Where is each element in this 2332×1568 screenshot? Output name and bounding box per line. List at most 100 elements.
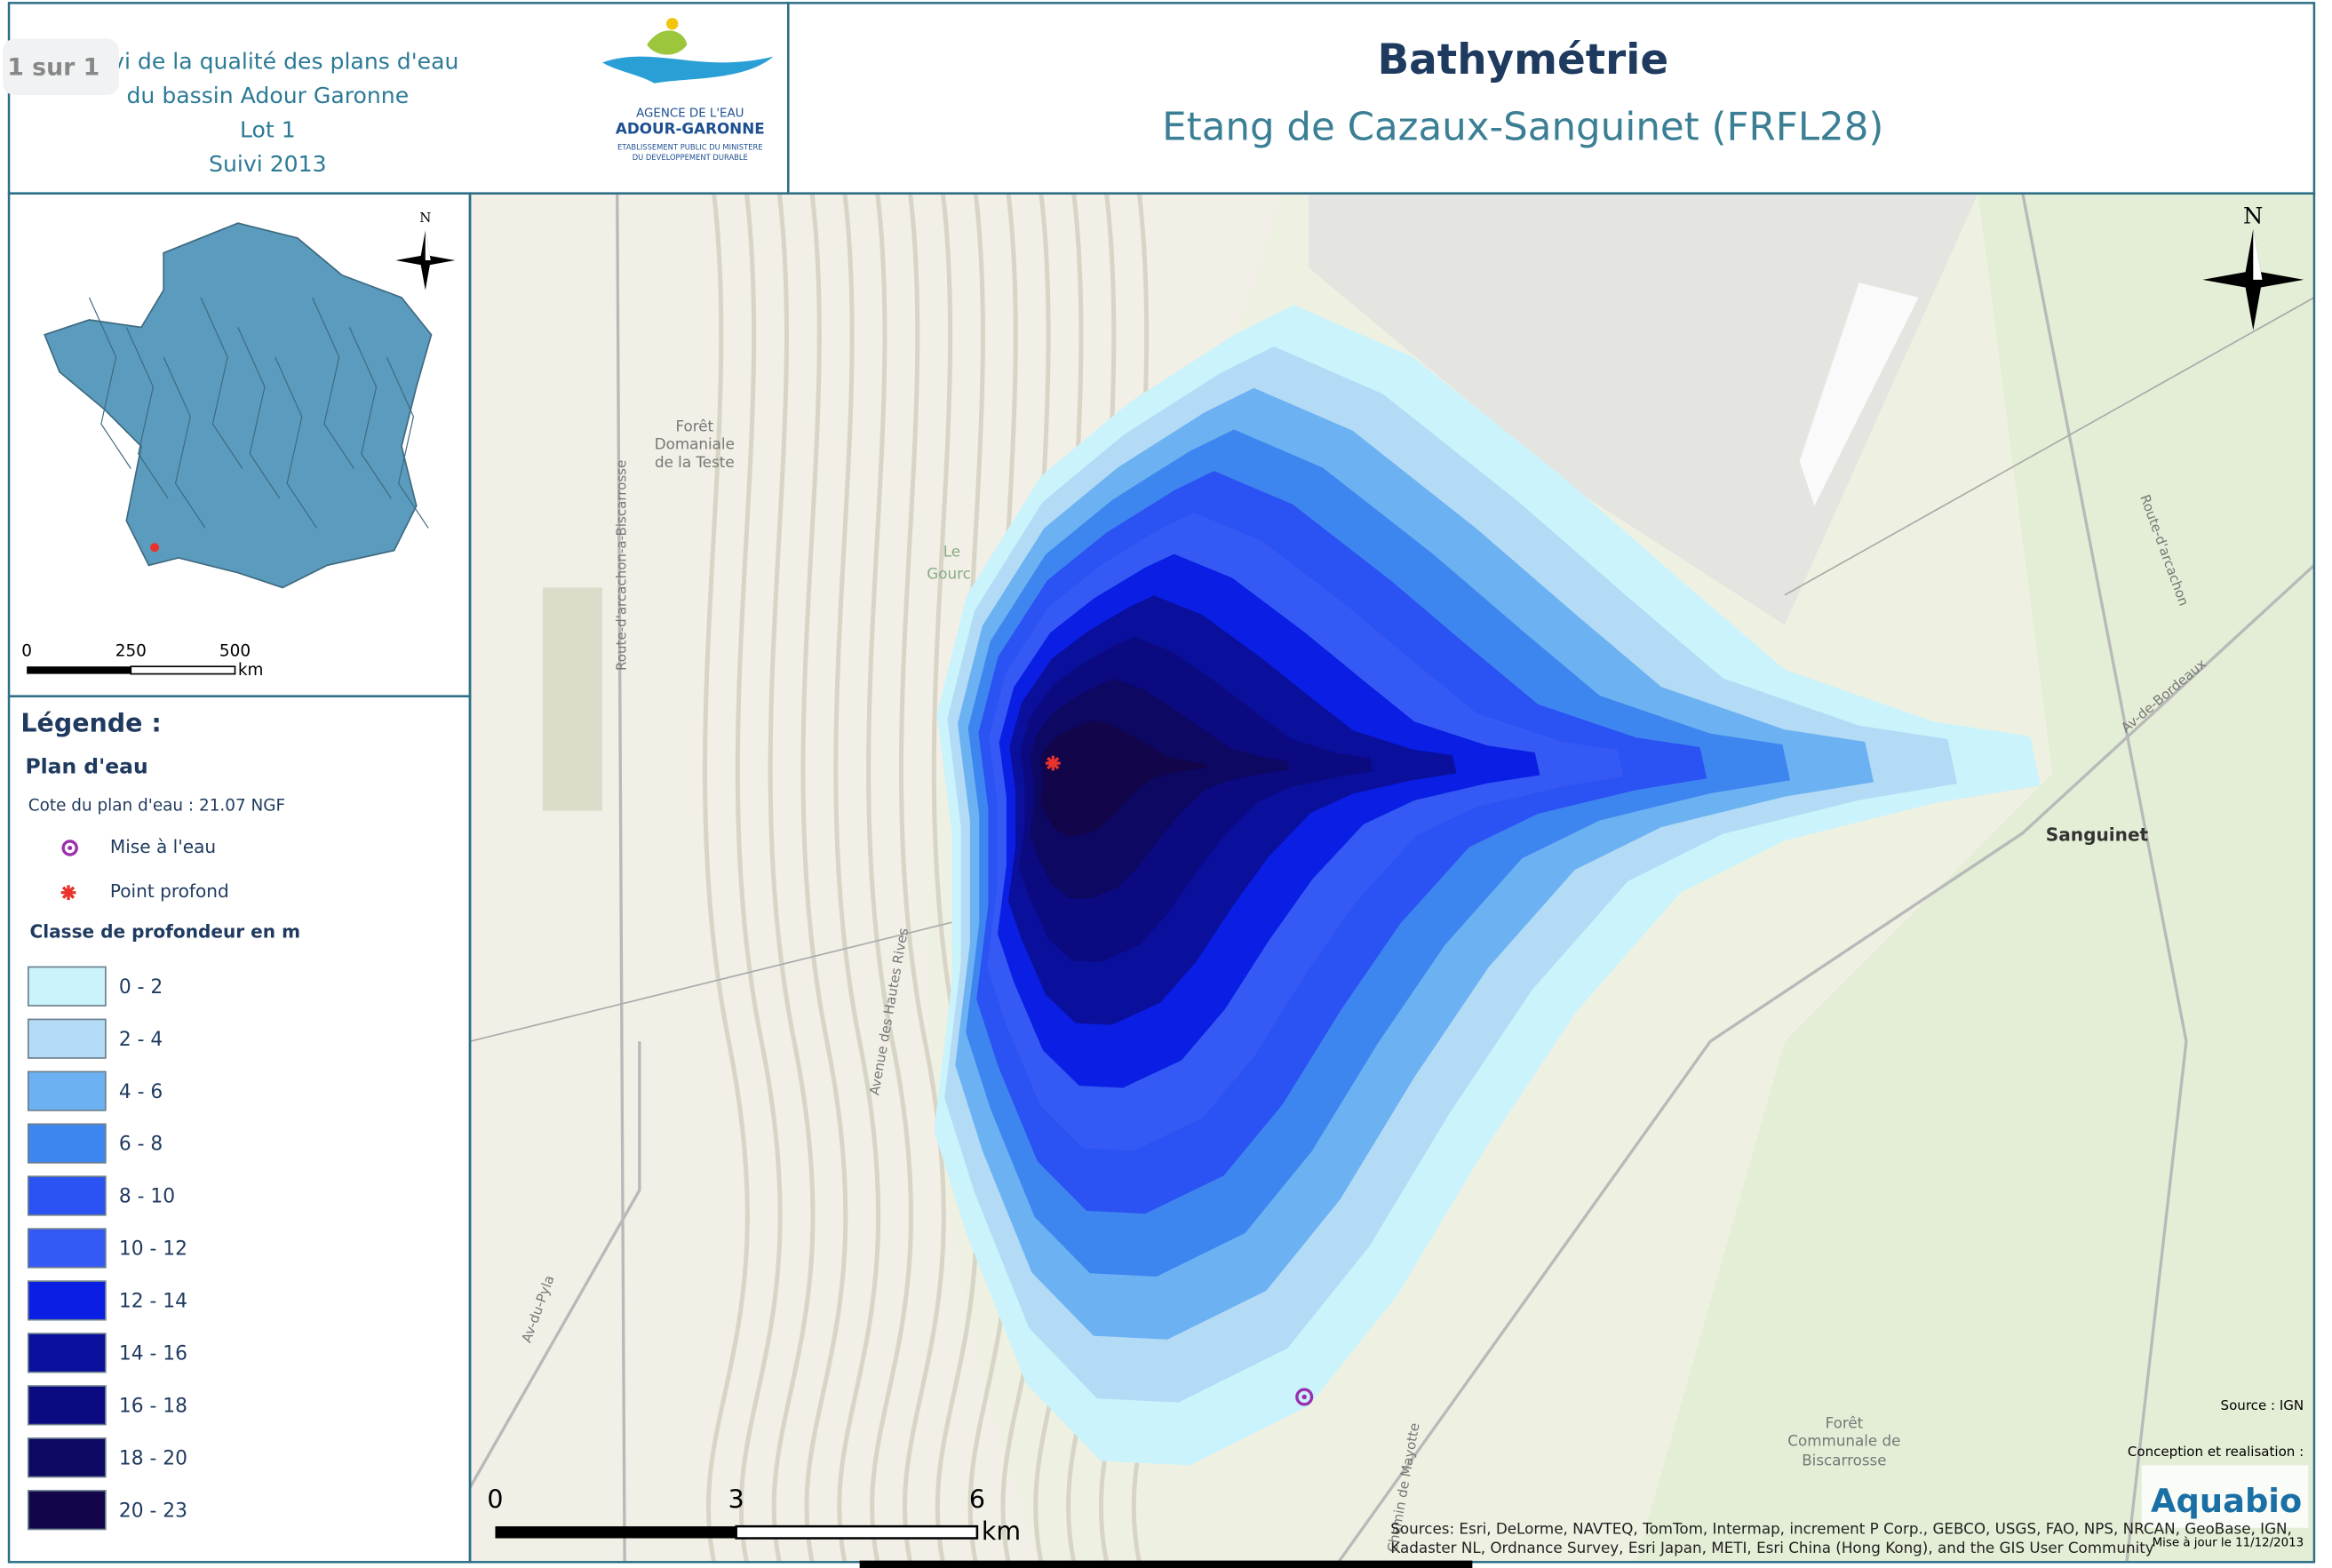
road: [2021, 193, 2188, 1563]
page-badge-bg: [3, 38, 119, 96]
dune-ridge: [735, 193, 783, 1563]
scale-label: 6: [969, 1485, 985, 1515]
header-line: Lot 1: [240, 116, 296, 142]
depth-zone: [1039, 720, 1206, 837]
legend-class-label: 20 - 23: [119, 1500, 187, 1522]
page-badge: 1 sur 1: [7, 54, 99, 82]
road: [1337, 564, 2314, 1563]
legend-swatch: [27, 966, 107, 1007]
inset-scale-black: [27, 666, 131, 674]
department-border: [200, 297, 243, 469]
page-subtitle: Etang de Cazaux-Sanguinet (FRFL28): [1162, 106, 1883, 150]
department-border: [312, 297, 354, 469]
place-label: Sanguinet: [2046, 824, 2149, 846]
legend-swatch: [27, 1123, 107, 1164]
legend-swatch: [27, 1385, 107, 1426]
brand-logo: Aquabio: [2151, 1482, 2302, 1520]
legend-class-label: 0 - 2: [119, 976, 163, 999]
legend-swatch: [27, 1228, 107, 1269]
legend-symbol: [61, 840, 78, 856]
legend-swatch: [27, 1071, 107, 1111]
department-border: [348, 327, 392, 499]
place-label: Forêt: [675, 418, 713, 435]
place-label: Gourc: [927, 564, 971, 582]
source-label: Source : IGN: [2221, 1397, 2304, 1413]
legend-class-label: 18 - 20: [119, 1447, 187, 1469]
scale-unit: km: [982, 1516, 1021, 1546]
dune-ridge: [833, 193, 881, 1563]
bottom-bar: [859, 1560, 1473, 1568]
department-border: [386, 356, 429, 529]
place-label: Le: [943, 542, 960, 560]
header-line: du bassin Adour Garonne: [127, 83, 410, 108]
legend-swatch: [27, 1437, 107, 1478]
place-label: Communale de: [1787, 1432, 1900, 1450]
brand-box: [2141, 1465, 2309, 1528]
legend-symbol: [61, 886, 76, 899]
department-border: [88, 297, 131, 469]
airfield: [1799, 283, 1919, 506]
road: [470, 1041, 641, 1489]
legend-class-label: 16 - 18: [119, 1395, 187, 1417]
credit-label: Conception et realisation :: [2128, 1444, 2304, 1460]
legend-symbol-label: Point profond: [110, 880, 229, 902]
mise-a-l-eau-marker-core: [1301, 1394, 1307, 1400]
legend-class-label: 6 - 8: [119, 1134, 163, 1156]
road: [470, 921, 952, 1043]
legend-class-label: 14 - 16: [119, 1343, 187, 1365]
updated-label: Mise à jour le 11/12/2013: [2153, 1536, 2304, 1550]
dune-ridge: [866, 193, 914, 1563]
department-border: [275, 356, 318, 529]
forest-clearing: [543, 587, 603, 811]
farmland: [1636, 193, 2314, 1563]
page-title: Bathymétrie: [1377, 36, 1668, 84]
dune-ridge: [800, 193, 848, 1563]
place-label: de la Teste: [655, 453, 735, 471]
logo-text: DU DEVELOPPEMENT DURABLE: [633, 153, 748, 162]
inset-north-arrow: [425, 230, 431, 261]
north-label: N: [419, 210, 431, 226]
header-line: Suivi de la qualité des plans d'eau: [76, 48, 458, 74]
legend-classes-title: Classe de profondeur en m: [29, 920, 300, 942]
legend-swatch: [27, 1280, 107, 1321]
scale-bar-black: [495, 1526, 736, 1539]
legend-symbol-label: Mise à l'eau: [110, 836, 216, 857]
legend-section: Plan d'eau: [25, 754, 147, 779]
dune-ridge: [702, 193, 750, 1563]
point-profond-marker: [1047, 756, 1060, 770]
department-border: [125, 327, 169, 499]
mise-a-l-eau-marker: [1295, 1388, 1314, 1406]
scale-label: 0: [487, 1485, 503, 1515]
road: [616, 193, 626, 1563]
map-layer: [470, 193, 2314, 1563]
legend-class-label: 12 - 14: [119, 1291, 187, 1313]
inset-scale-label: 0: [21, 641, 32, 660]
road: [1784, 297, 2314, 596]
lake-location: [150, 543, 160, 553]
legend-class-label: 4 - 6: [119, 1081, 163, 1103]
inset-scale-white: [130, 665, 236, 675]
urban-area: [1309, 193, 1978, 625]
legend-class-label: 10 - 12: [119, 1238, 187, 1261]
logo-text: AGENCE DE L'EAU: [636, 107, 744, 120]
scale-bar-white: [735, 1524, 979, 1540]
place-label: Route-d'arcachon-a-Biscarrosse: [613, 460, 629, 671]
logo-text: ETABLISSEMENT PUBLIC DU MINISTERE: [617, 142, 763, 151]
logo-wave: [602, 56, 774, 84]
department-border: [237, 327, 281, 499]
legend-swatch: [27, 1175, 107, 1216]
inset-scale-unit: km: [238, 661, 264, 680]
place-label: Biscarrosse: [1802, 1451, 1886, 1469]
place-label: Forêt: [1826, 1414, 1864, 1432]
sources-line: Kadaster NL, Ordnance Survey, Esri Japan…: [1390, 1539, 2153, 1556]
logo-sun: [666, 18, 679, 30]
legend-class-label: 2 - 4: [119, 1029, 163, 1051]
inset-scale-label: 500: [219, 641, 251, 660]
legend-swatch: [27, 1490, 107, 1531]
header-line: Suivi 2013: [209, 151, 327, 177]
dune-ridge: [768, 193, 816, 1563]
dune-ridge: [931, 193, 979, 1563]
